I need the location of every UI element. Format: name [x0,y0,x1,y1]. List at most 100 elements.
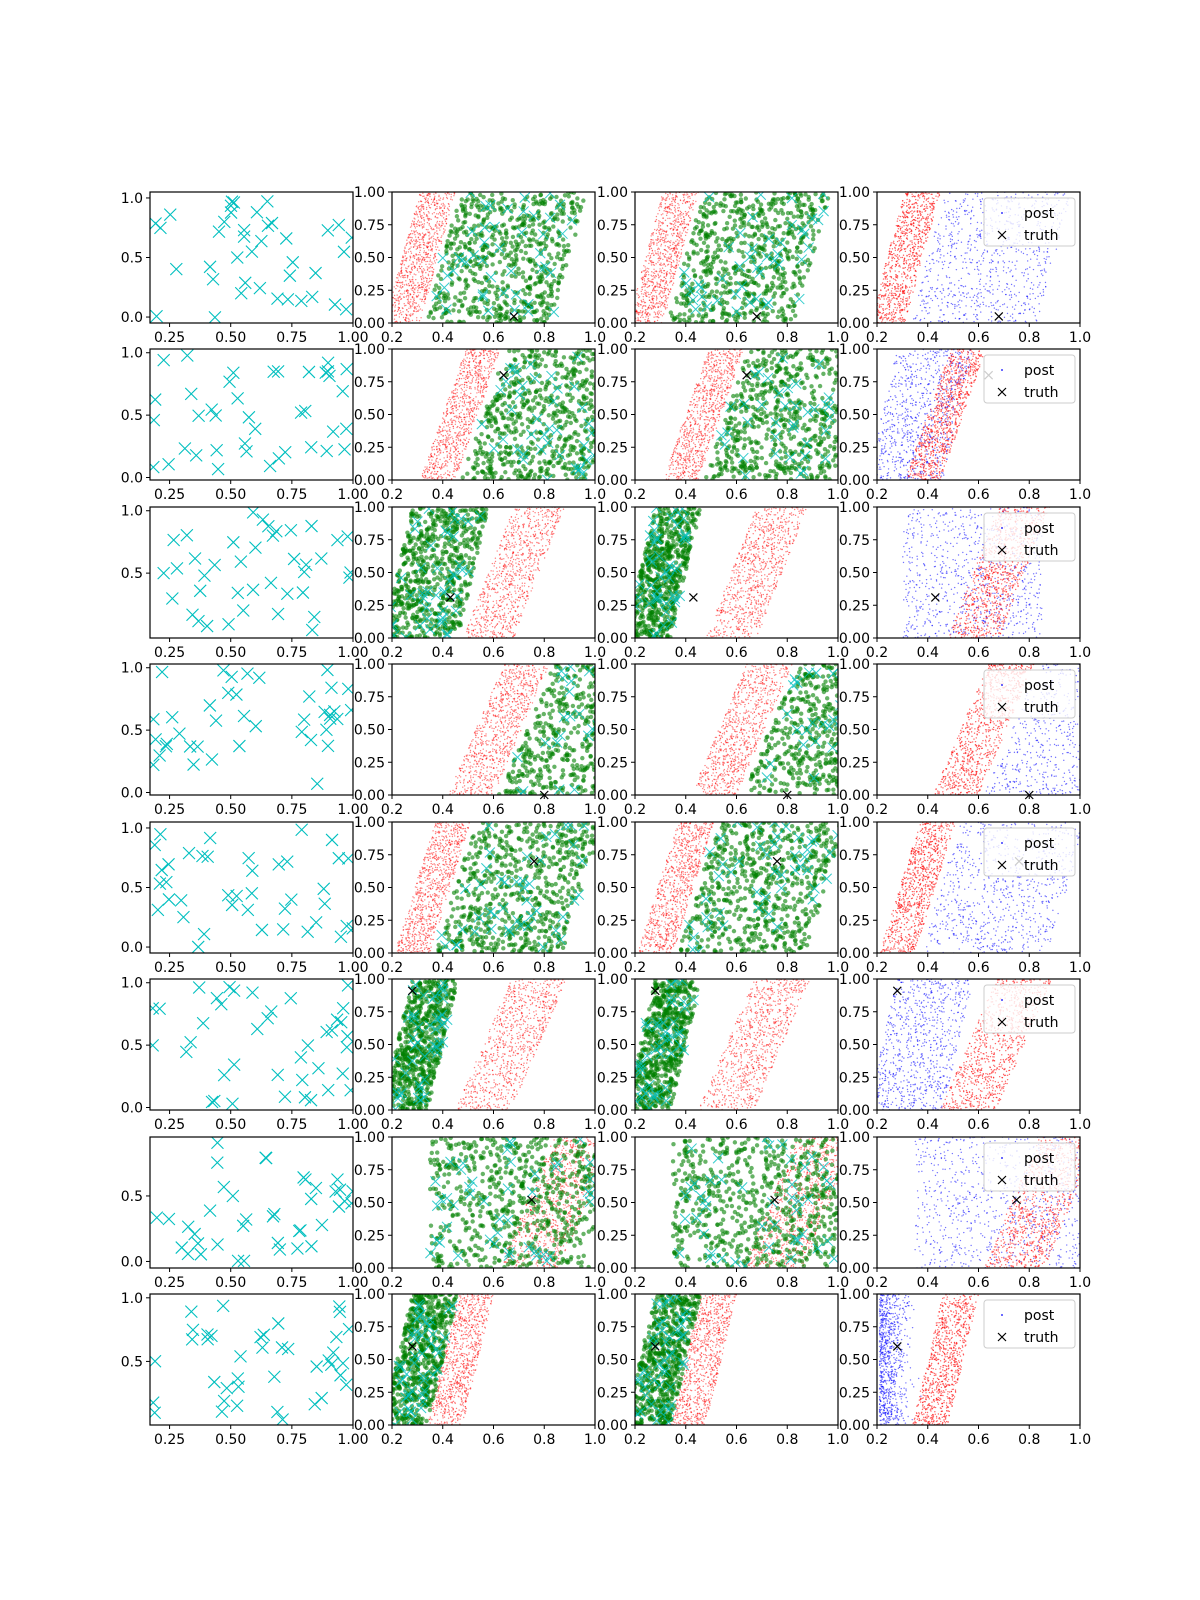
posterior-point [652,252,654,254]
prior-sample-point [485,298,491,304]
posterior-point [413,213,416,215]
posterior-point [398,302,400,304]
post-blue-point [932,259,934,261]
posterior-point [674,211,677,213]
post-red-point [888,303,890,305]
post-red-point [906,254,908,257]
design-overlay-point [693,279,705,290]
posterior-point [687,197,689,199]
post-blue-point [949,192,951,195]
post-red-point [890,290,893,292]
posterior-point [657,247,660,249]
post-red-point [917,263,919,266]
posterior-point [657,241,660,244]
post-blue-point [1011,306,1014,308]
post-blue-point [943,235,945,237]
prior-sample-point [727,242,733,248]
post-blue-point [937,241,940,243]
prior-sample-point [682,312,687,317]
posterior-point [681,232,683,234]
prior-sample-point [730,226,736,231]
posterior-point [659,251,662,254]
prior-sample-point [542,225,547,230]
post-blue-point [962,292,965,294]
posterior-point [408,307,410,309]
posterior-point [419,291,421,294]
posterior-point [653,243,655,246]
posterior-point [650,239,653,241]
posterior-point [427,201,429,204]
posterior-point [432,273,434,276]
post-blue-point [976,195,979,197]
prior-sample-point [727,214,732,220]
prior-sample-point [674,296,679,301]
posterior-point [413,306,416,308]
post-red-point [917,247,919,250]
prior-sample-point [740,271,745,277]
design-overlay-point [441,304,452,315]
prior-sample-point [484,263,490,269]
post-red-point [906,209,908,212]
posterior-point [649,301,652,303]
post-blue-point [1014,264,1016,267]
posterior-point [425,260,427,263]
prior-sample-point [517,314,523,320]
posterior-point [399,286,401,288]
prior-sample-point [502,255,508,261]
post-red-point [908,286,911,288]
post-red-point [893,253,895,255]
posterior-point [636,312,638,315]
prior-sample-point [552,216,557,222]
post-red-point [899,317,901,320]
post-red-point [887,288,890,291]
posterior-point [403,251,406,253]
post-blue-point [948,212,950,214]
post-red-point [919,262,921,265]
posterior-point [420,208,422,210]
post-blue-point [976,318,978,320]
post-red-point [888,300,890,302]
post-blue-point [969,261,972,264]
post-red-point [932,200,935,203]
prior-sample-point [499,252,505,257]
prior-sample-point [806,197,811,202]
posterior-point [684,231,687,233]
prior-sample-point [691,268,696,273]
post-red-point [894,235,896,237]
posterior-point [424,201,426,204]
posterior-point [682,216,685,218]
post-red-point [918,224,920,226]
post-red-point [909,258,911,261]
post-blue-point [1044,261,1046,263]
post-red-point [898,258,900,261]
prior-sample-point [785,210,791,216]
posterior-point [433,197,436,199]
posterior-point [402,276,404,279]
posterior-point [394,306,396,308]
prior-sample-point [482,275,488,280]
post-red-point [884,308,887,310]
posterior-point [652,232,655,234]
prior-sample-point [521,213,526,219]
posterior-point [652,290,654,292]
prior-sample-point [800,202,806,207]
posterior-point [689,197,691,200]
prior-sample-point [562,193,568,198]
posterior-point [668,257,670,260]
post-red-point [909,253,911,255]
post-blue-point [928,290,930,293]
posterior-point [414,236,417,238]
prior-sample-point [510,234,516,240]
posterior-point [433,238,435,240]
posterior-point [652,297,655,300]
posterior-point [432,263,434,265]
post-blue-point [979,306,981,308]
posterior-point [637,318,640,320]
posterior-point [688,195,691,198]
post-red-point [926,217,928,219]
y-tick-label: 0.50 [354,251,385,267]
posterior-point [418,309,420,311]
posterior-point [422,277,425,280]
prior-sample-point [715,276,720,282]
post-blue-point [1042,274,1044,277]
